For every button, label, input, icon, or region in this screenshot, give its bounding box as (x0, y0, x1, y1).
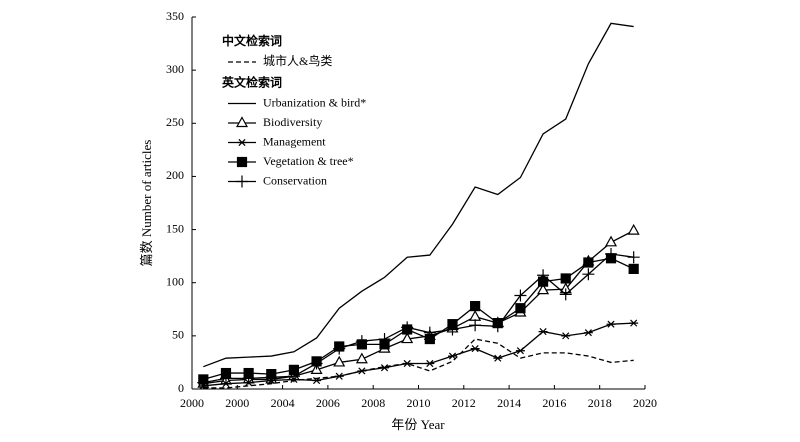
marker-plus (401, 321, 414, 334)
x-axis-label: 年份 Year (391, 417, 445, 432)
series-line (203, 338, 634, 389)
marker-triangle (401, 332, 414, 344)
marker-star (606, 320, 616, 328)
marker-star (237, 138, 247, 147)
marker-plus (605, 248, 618, 261)
marker-plus (627, 251, 640, 264)
marker-star (470, 345, 480, 353)
marker-plus (219, 372, 232, 385)
marker-plus (559, 288, 572, 301)
x-tick-label: 2010 (407, 396, 431, 410)
marker-star (425, 359, 435, 368)
x-tick-label: 2020 (633, 396, 657, 410)
marker-plus (310, 357, 323, 370)
marker-plus (242, 372, 255, 385)
marker-plus (197, 376, 210, 389)
y-tick-label: 150 (166, 221, 184, 235)
marker-triangle (469, 309, 482, 321)
marker-plus (287, 370, 300, 383)
marker-triangle (355, 352, 368, 364)
marker-star (561, 332, 571, 340)
marker-plus (537, 269, 550, 282)
marker-star (515, 347, 525, 355)
x-tick-label: 2000 (225, 396, 249, 410)
marker-plus (333, 342, 346, 355)
legend-label: Urbanization & bird* (263, 95, 366, 109)
marker-plus (423, 326, 436, 339)
marker-plus (491, 320, 504, 333)
marker-plus (265, 371, 278, 384)
marker-triangle (235, 116, 249, 128)
legend-label: Biodiversity (263, 115, 322, 129)
marker-square (560, 273, 571, 284)
legend-heading: 英文检索词 (222, 74, 282, 89)
y-tick-label: 50 (172, 328, 184, 342)
marker-plus (446, 323, 459, 336)
marker-plus (355, 335, 368, 348)
series-line (203, 22, 634, 368)
marker-square (628, 263, 639, 274)
legend-label: 城市人&鸟类 (263, 53, 332, 68)
marker-star (312, 376, 322, 385)
marker-star (447, 352, 457, 360)
y-axis-label: 篇数 Number of articles (139, 140, 154, 267)
legend-label: Vegetation & tree* (263, 154, 354, 168)
marker-plus (236, 175, 248, 188)
x-tick-label: 2014 (497, 396, 521, 410)
x-tick-label: 2018 (588, 396, 612, 410)
marker-star (583, 329, 593, 337)
marker-star (380, 364, 390, 372)
y-tick-label: 200 (166, 168, 184, 182)
marker-star (402, 359, 412, 368)
x-tick-label: 2000 (180, 396, 204, 410)
marker-square (583, 257, 594, 268)
y-tick-label: 350 (166, 9, 184, 23)
marker-plus (378, 333, 391, 346)
marker-plus (469, 319, 482, 332)
y-tick-label: 0 (178, 381, 184, 395)
marker-plus (514, 289, 527, 302)
x-tick-label: 2008 (361, 396, 385, 410)
y-tick-label: 100 (166, 274, 184, 288)
marker-square (515, 303, 526, 314)
marker-triangle (333, 355, 346, 367)
marker-star (493, 354, 503, 362)
marker-triangle (627, 223, 640, 235)
y-tick-label: 300 (166, 62, 184, 76)
legend-label: Management (263, 134, 326, 148)
legend-label: Conservation (263, 173, 327, 187)
marker-star (334, 372, 344, 380)
x-tick-label: 2016 (542, 396, 566, 410)
y-tick-label: 250 (166, 115, 184, 129)
marker-square (470, 300, 481, 312)
marker-plus (582, 268, 595, 281)
marker-star (629, 319, 639, 327)
series-line (203, 230, 634, 385)
legend-heading: 中文检索词 (222, 33, 282, 48)
x-tick-label: 2012 (452, 396, 476, 410)
marker-star (538, 328, 548, 336)
marker-triangle (537, 283, 550, 295)
marker-square (236, 156, 248, 168)
x-tick-label: 2006 (316, 396, 340, 410)
x-tick-label: 2004 (271, 396, 295, 410)
marker-star (357, 367, 367, 375)
marker-triangle (605, 235, 618, 247)
